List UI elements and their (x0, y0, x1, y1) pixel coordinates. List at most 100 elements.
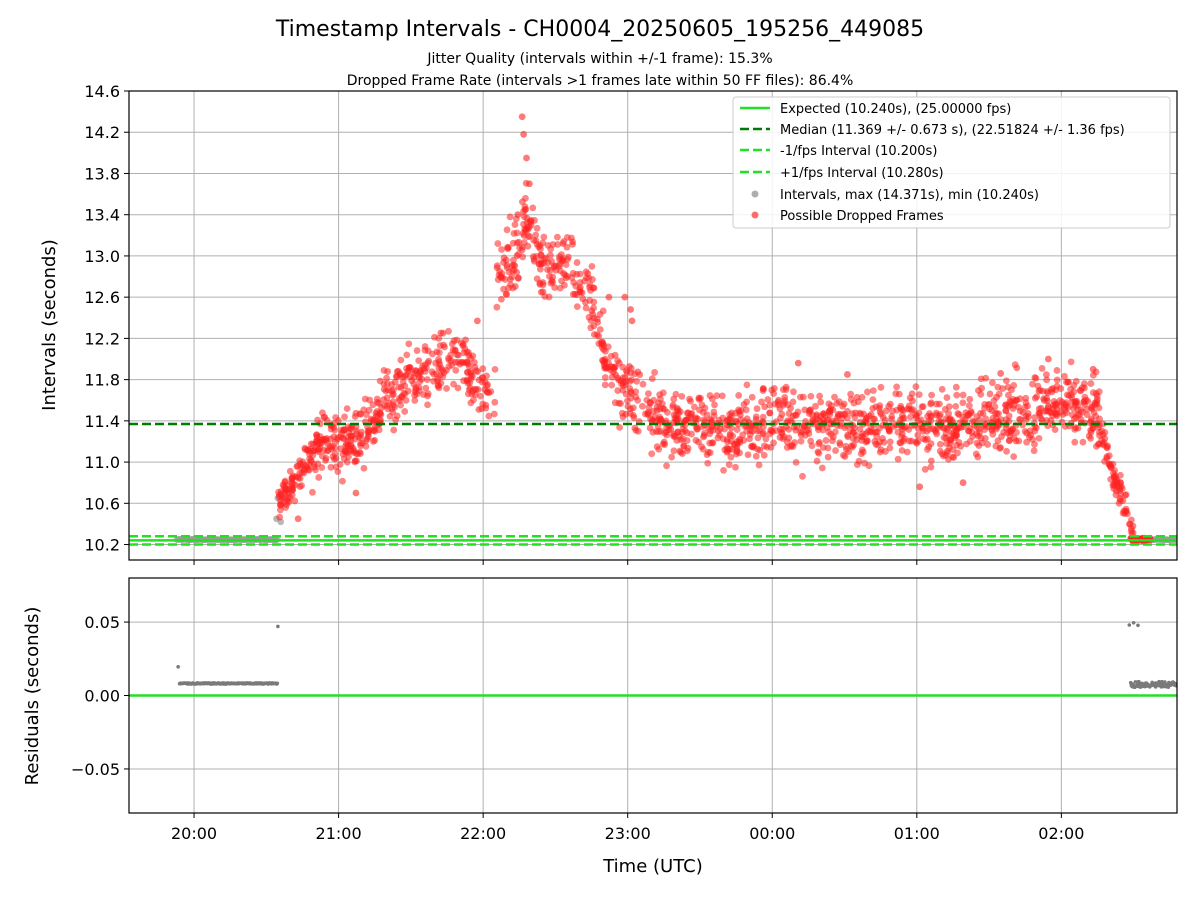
dropped-frame-point (324, 440, 332, 448)
dropped-frame-point (627, 306, 634, 313)
dropped-frame-point (862, 416, 869, 424)
dropped-frame-point (663, 462, 670, 470)
dropped-frame-point (725, 461, 733, 469)
dropped-frame-point (587, 324, 595, 332)
dropped-frame-point (399, 378, 407, 386)
dropped-frame-point (1005, 412, 1013, 420)
dropped-frame-point (651, 369, 659, 376)
dropped-frame-point (422, 384, 430, 392)
dropped-frame-point (362, 437, 370, 445)
dropped-frame-point (928, 391, 936, 399)
dropped-frame-point (949, 446, 957, 454)
dropped-frame-point (391, 378, 399, 386)
dropped-frame-point (475, 406, 483, 413)
dropped-frame-point (945, 403, 953, 411)
dropped-frame-point (621, 293, 629, 301)
dropped-frame-point (435, 355, 442, 363)
dropped-frame-point (569, 238, 576, 246)
dropped-frame-point (1043, 376, 1051, 384)
dropped-frame-point (849, 428, 857, 436)
dropped-frame-point (888, 415, 895, 423)
dropped-frame-point (862, 430, 870, 438)
dropped-frame-point (509, 239, 517, 247)
dropped-frame-point (959, 391, 967, 399)
dropped-frame-point (695, 394, 703, 402)
dropped-frame-point (472, 367, 480, 375)
dropped-frame-point (759, 385, 767, 392)
dropped-frame-point (357, 442, 365, 450)
dropped-frame-point (784, 401, 792, 409)
dropped-frame-point (383, 374, 390, 382)
dropped-frame-point (491, 365, 499, 373)
dropped-frame-point (894, 428, 902, 436)
dropped-frame-point (1103, 443, 1111, 451)
dropped-frame-point (1002, 407, 1010, 415)
dropped-frame-point (938, 385, 946, 393)
dropped-frame-point (742, 406, 750, 414)
intervals-panel: 10.2 10.6 11.0 11.4 11.8 12.2 12.6 13.0 13.4 13.8… (39, 82, 1178, 565)
residuals-y-ticks: 0.05 0.00 −0.05 (71, 613, 129, 779)
dropped-frame-point (756, 446, 764, 454)
dropped-frame-point (291, 497, 299, 505)
dropped-frame-point (493, 262, 501, 270)
dropped-frame-point (823, 416, 831, 424)
dropped-frame-point (1064, 378, 1072, 386)
residuals-y-tick-label: 0.05 (84, 613, 120, 632)
dropped-frame-point (989, 414, 997, 422)
dropped-frame-point (443, 385, 450, 392)
dropped-frame-point (667, 426, 675, 433)
dropped-frame-point (1089, 371, 1097, 379)
dropped-frame-point (927, 457, 935, 465)
dropped-frame-point (1053, 376, 1061, 384)
dropped-frame-point (501, 276, 509, 283)
dropped-frame-point (547, 279, 555, 287)
dropped-frame-point (529, 253, 537, 260)
dropped-frame-point (670, 447, 678, 455)
dropped-frame-point (502, 290, 510, 298)
dropped-frame-point (425, 357, 433, 365)
dropped-frame-point (588, 263, 596, 270)
dropped-frame-point (690, 403, 698, 411)
dropped-frame-point (897, 404, 904, 412)
dropped-frame-point (549, 241, 557, 248)
dropped-frame-point (822, 437, 830, 444)
dropped-frame-point (385, 399, 393, 407)
dropped-frame-point (639, 402, 646, 410)
dropped-frame-point (680, 442, 688, 450)
dropped-frame-point (1031, 374, 1039, 381)
dropped-frame-point (972, 450, 980, 458)
dropped-frame-point (454, 358, 462, 366)
dropped-frame-point (1068, 394, 1076, 401)
dropped-frame-point (514, 211, 522, 219)
intervals-y-tick-label: 11.0 (84, 453, 120, 472)
dropped-frame-point (816, 392, 823, 400)
dropped-frame-point (684, 409, 692, 417)
dropped-frame-point (985, 401, 993, 409)
dropped-frame-point (284, 495, 292, 502)
x-tick-label: 02:00 (1038, 824, 1084, 843)
legend-intervals-swatch (751, 190, 759, 198)
dropped-frame-point (649, 428, 657, 436)
dropped-frame-point (468, 390, 476, 398)
dropped-frame-point (943, 394, 951, 401)
dropped-frame-point (726, 431, 734, 439)
dropped-frame-point (450, 380, 457, 388)
dropped-frame-point (655, 428, 663, 436)
dropped-frame-point (327, 425, 335, 433)
dropped-frame-point (463, 348, 471, 356)
dropped-frame-point (309, 488, 316, 496)
dropped-frame-point (510, 266, 518, 274)
dropped-frame-point (1095, 440, 1102, 448)
dropped-frame-point (945, 455, 952, 463)
dropped-frame-point (831, 393, 838, 401)
dropped-frame-point (674, 415, 681, 423)
dropped-frame-point (966, 437, 974, 445)
dropped-frame-point (469, 352, 477, 360)
dropped-frame-point (763, 443, 771, 451)
dropped-frame-point (348, 432, 356, 440)
intervals-y-tick-label: 13.4 (84, 206, 120, 225)
dropped-frame-point (858, 436, 865, 444)
dropped-frame-point (405, 340, 413, 348)
dropped-frame-point (753, 405, 761, 413)
dropped-frame-point (569, 290, 577, 298)
